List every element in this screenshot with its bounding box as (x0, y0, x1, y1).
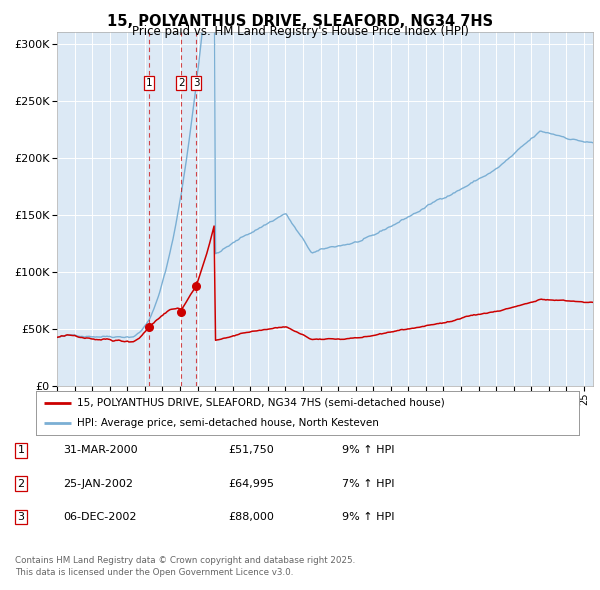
Text: 31-MAR-2000: 31-MAR-2000 (63, 445, 137, 455)
Text: 15, POLYANTHUS DRIVE, SLEAFORD, NG34 7HS (semi-detached house): 15, POLYANTHUS DRIVE, SLEAFORD, NG34 7HS… (77, 398, 445, 408)
Text: £88,000: £88,000 (228, 512, 274, 522)
Text: Contains HM Land Registry data © Crown copyright and database right 2025.
This d: Contains HM Land Registry data © Crown c… (15, 556, 355, 576)
Text: 9% ↑ HPI: 9% ↑ HPI (342, 512, 395, 522)
Text: 2: 2 (17, 478, 25, 489)
Text: HPI: Average price, semi-detached house, North Kesteven: HPI: Average price, semi-detached house,… (77, 418, 379, 428)
Text: 1: 1 (146, 78, 152, 88)
Text: £64,995: £64,995 (228, 478, 274, 489)
Text: Price paid vs. HM Land Registry's House Price Index (HPI): Price paid vs. HM Land Registry's House … (131, 25, 469, 38)
Text: 06-DEC-2002: 06-DEC-2002 (63, 512, 137, 522)
Text: 7% ↑ HPI: 7% ↑ HPI (342, 478, 395, 489)
Text: 1: 1 (17, 445, 25, 455)
Text: 25-JAN-2002: 25-JAN-2002 (63, 478, 133, 489)
Text: 2: 2 (178, 78, 185, 88)
Text: 3: 3 (193, 78, 199, 88)
Text: 9% ↑ HPI: 9% ↑ HPI (342, 445, 395, 455)
Text: 15, POLYANTHUS DRIVE, SLEAFORD, NG34 7HS: 15, POLYANTHUS DRIVE, SLEAFORD, NG34 7HS (107, 14, 493, 29)
Text: £51,750: £51,750 (228, 445, 274, 455)
Text: 3: 3 (17, 512, 25, 522)
